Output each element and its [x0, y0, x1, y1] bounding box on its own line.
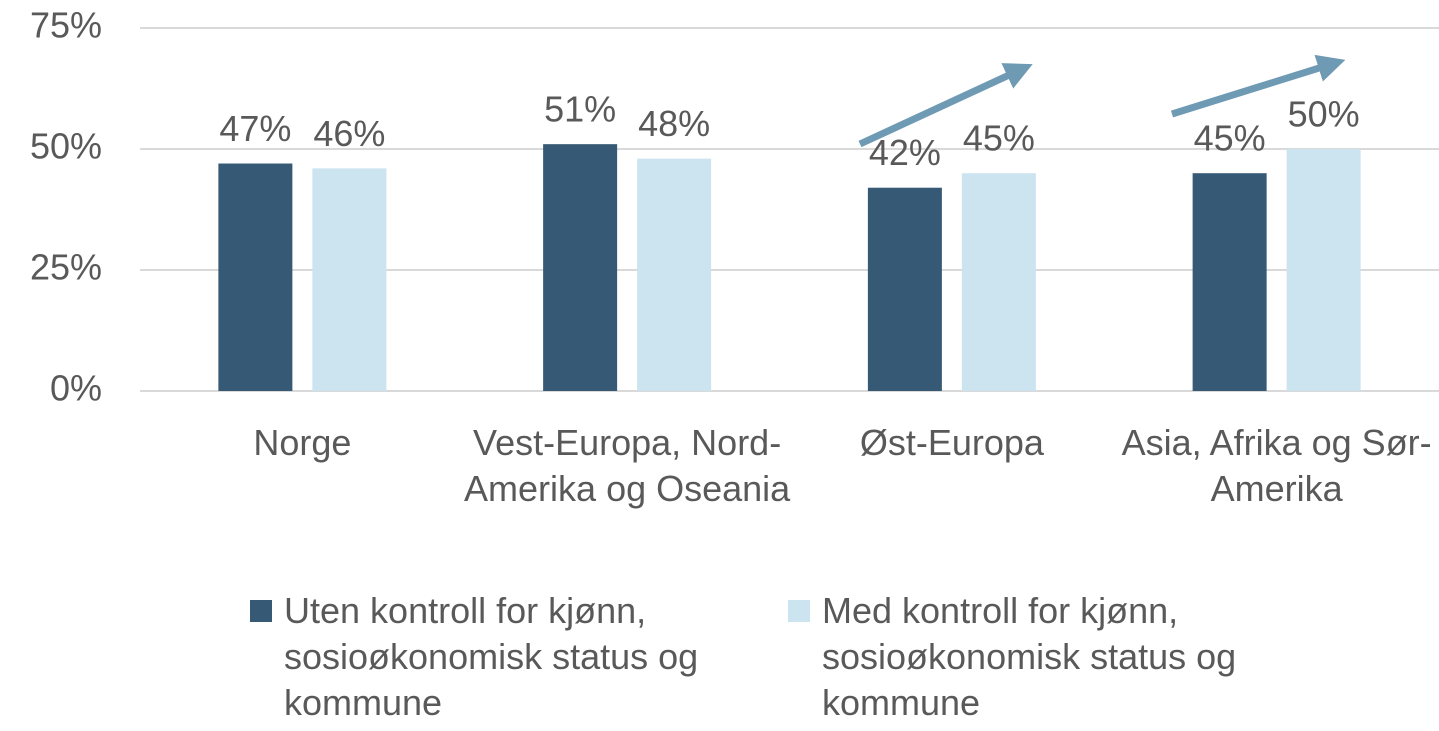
x-tick-label: Norge: [253, 422, 352, 463]
bar: [637, 158, 712, 391]
value-label: 50%: [1288, 94, 1360, 135]
bar: [312, 168, 387, 391]
y-tick-label: 75%: [30, 5, 102, 46]
trend-arrow: [1170, 54, 1346, 118]
value-label: 46%: [313, 113, 385, 154]
value-label: 42%: [869, 132, 941, 173]
legend-swatch: [788, 600, 810, 622]
value-label: 45%: [1194, 118, 1266, 159]
x-tick-label: Vest-Europa, Nord-Amerika og Oseania: [464, 422, 791, 509]
value-label: 47%: [219, 108, 291, 149]
value-label: 45%: [963, 118, 1035, 159]
y-tick-label: 50%: [30, 126, 102, 167]
bar: [867, 187, 942, 391]
y-tick-label: 25%: [30, 247, 102, 288]
x-tick-label: Asia, Afrika og Sør-Amerika: [1121, 422, 1432, 509]
legend-swatch: [250, 600, 272, 622]
bar: [218, 163, 293, 391]
value-label: 51%: [544, 89, 616, 130]
y-tick-label: 0%: [50, 368, 102, 409]
bar: [961, 173, 1036, 391]
x-tick-label: Øst-Europa: [859, 422, 1044, 463]
trend-arrow: [858, 63, 1033, 148]
bar: [1192, 173, 1267, 391]
value-label: 48%: [638, 103, 710, 144]
bar: [543, 144, 618, 391]
legend-label: Med kontroll for kjønn, sosioøkonomisk s…: [822, 590, 1237, 723]
legend-label: Uten kontroll for kjønn, sosioøkonomisk …: [284, 590, 699, 723]
bar: [1286, 149, 1361, 391]
